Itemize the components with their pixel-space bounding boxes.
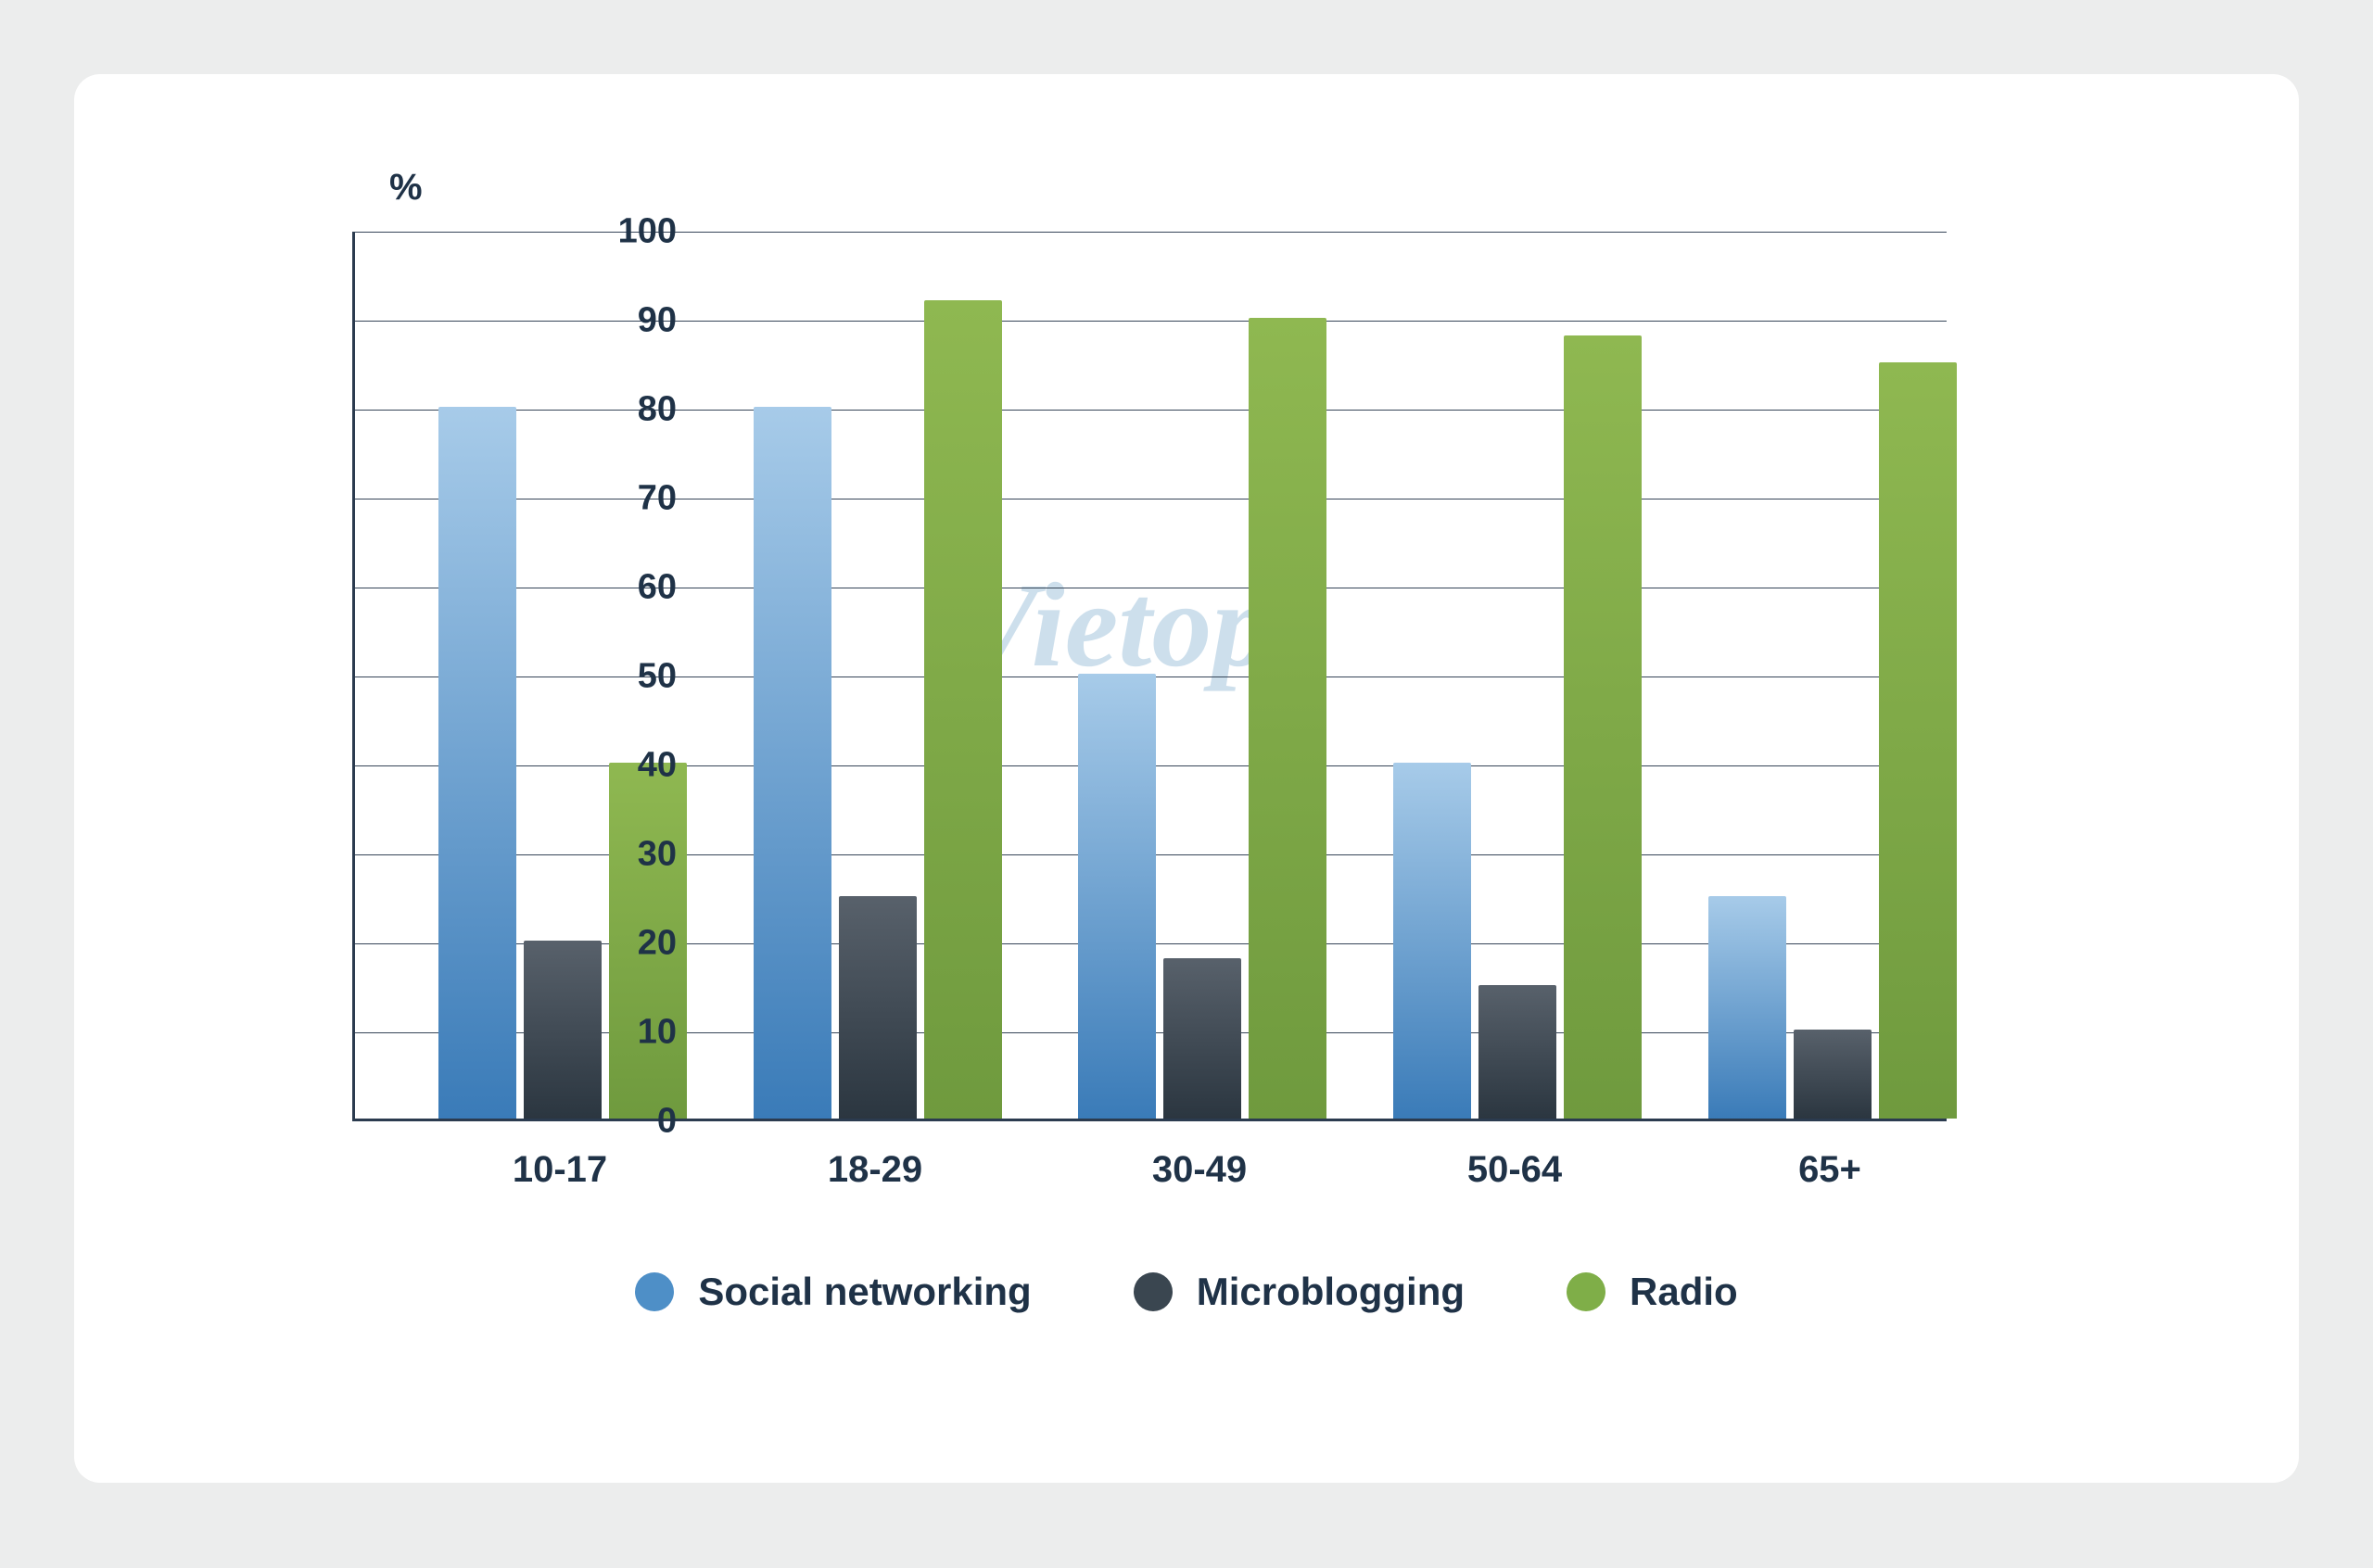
bar-social-networking — [438, 407, 516, 1119]
bar-microblogging — [1794, 1030, 1872, 1119]
bar-microblogging — [1478, 985, 1556, 1119]
bar-radio — [1879, 362, 1957, 1119]
legend-item-micro: Microblogging — [1134, 1270, 1465, 1314]
y-tick-label: 100 — [565, 212, 677, 252]
y-tick-label: 70 — [565, 479, 677, 519]
x-tick-label: 50-64 — [1385, 1149, 1644, 1191]
y-tick-label: 0 — [565, 1102, 677, 1142]
x-tick-label: 30-49 — [1070, 1149, 1329, 1191]
y-tick-label: 40 — [565, 746, 677, 786]
bar-radio — [1249, 318, 1326, 1119]
legend-swatch-radio — [1567, 1272, 1605, 1311]
bar-radio — [924, 300, 1002, 1119]
x-tick-label: 65+ — [1700, 1149, 1960, 1191]
legend-swatch-micro — [1134, 1272, 1173, 1311]
bar-microblogging — [1163, 958, 1241, 1119]
y-axis-unit: % — [389, 167, 423, 209]
bar-social-networking — [1393, 763, 1471, 1119]
legend: Social networking Microblogging Radio — [222, 1270, 2151, 1314]
y-tick-label: 60 — [565, 568, 677, 608]
legend-label-social: Social networking — [698, 1270, 1031, 1314]
y-tick-label: 90 — [565, 301, 677, 341]
x-tick-label: 18-29 — [745, 1149, 1005, 1191]
legend-item-social: Social networking — [635, 1270, 1031, 1314]
y-tick-label: 50 — [565, 657, 677, 697]
y-tick-label: 30 — [565, 835, 677, 875]
y-tick-label: 10 — [565, 1013, 677, 1053]
legend-swatch-social — [635, 1272, 674, 1311]
legend-label-radio: Radio — [1630, 1270, 1738, 1314]
legend-label-micro: Microblogging — [1197, 1270, 1465, 1314]
y-tick-label: 80 — [565, 390, 677, 430]
x-tick-label: 10-17 — [430, 1149, 690, 1191]
bar-social-networking — [1708, 896, 1786, 1119]
legend-item-radio: Radio — [1567, 1270, 1738, 1314]
chart-container: % Vietop Social networking Microblogging… — [222, 130, 2151, 1390]
bar-radio — [1564, 335, 1642, 1119]
chart-card: % Vietop Social networking Microblogging… — [74, 74, 2299, 1483]
bar-social-networking — [754, 407, 831, 1119]
bar-microblogging — [839, 896, 917, 1119]
y-tick-label: 20 — [565, 924, 677, 964]
bar-social-networking — [1078, 674, 1156, 1119]
